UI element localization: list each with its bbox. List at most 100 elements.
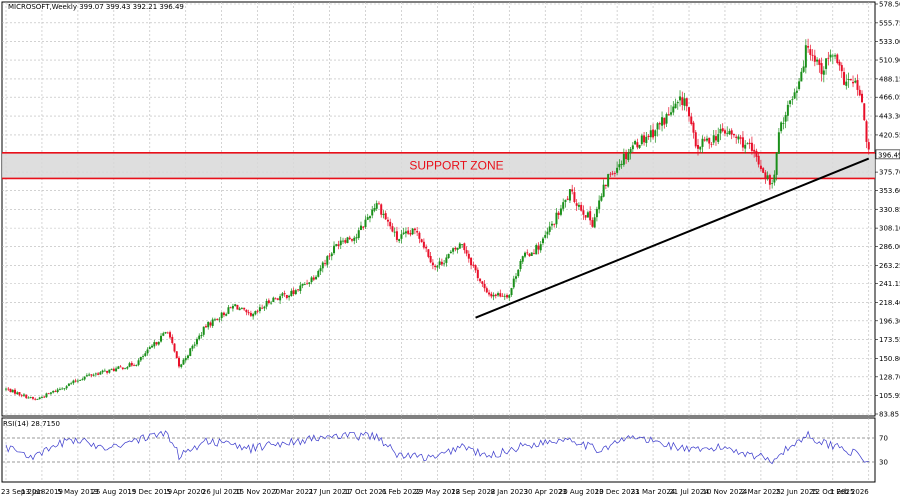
candle-body [524, 252, 526, 257]
candle-body [180, 364, 183, 367]
candle-body [825, 58, 828, 69]
candle-body [276, 298, 279, 300]
candle [476, 267, 479, 282]
candle [108, 369, 111, 374]
candle [697, 138, 699, 156]
rsi-label: RSI(14) 28.7150 [3, 420, 60, 428]
candle [436, 264, 439, 272]
candle-body [652, 129, 655, 138]
candle [157, 341, 160, 346]
candle-body [344, 240, 347, 243]
candle [164, 331, 167, 334]
candle-body [807, 46, 810, 48]
candle [629, 146, 632, 160]
candle [126, 365, 129, 370]
candle-body [189, 348, 192, 356]
candle-body [546, 231, 549, 235]
candle [663, 117, 666, 129]
candle [45, 392, 48, 398]
candle-body [429, 255, 432, 263]
candle-body [697, 144, 699, 149]
rsi-panel-frame [1, 417, 876, 483]
candle [652, 123, 655, 140]
candle [730, 128, 733, 140]
candle-body [274, 298, 277, 300]
candle [609, 171, 612, 178]
candle-body [492, 295, 495, 297]
rsi-level-label: 30 [879, 459, 888, 467]
candle-body [739, 137, 742, 139]
candle [649, 125, 652, 143]
candle-body [528, 253, 531, 257]
candle-body [467, 253, 470, 259]
candle-body [382, 213, 385, 215]
candle-body [56, 389, 59, 392]
candle-body [506, 295, 509, 298]
candle-body [169, 332, 172, 338]
candle-body [133, 365, 136, 367]
candle-body [121, 367, 124, 369]
candle-body [420, 239, 423, 243]
candle [661, 111, 664, 132]
candle [216, 318, 219, 321]
candle [112, 367, 115, 372]
candle-body [490, 293, 493, 297]
candle-body [584, 215, 587, 218]
candle [101, 369, 104, 375]
candle-body [789, 100, 792, 104]
candle-body [339, 240, 342, 246]
candle-body [52, 390, 55, 393]
candle [434, 264, 437, 271]
candle [90, 374, 93, 378]
candle [389, 218, 392, 230]
candle-body [483, 283, 486, 289]
candle-body [103, 370, 106, 372]
candle [144, 351, 147, 357]
candle-body [692, 122, 695, 133]
candle-body [647, 135, 650, 137]
trendline[interactable] [475, 157, 870, 319]
candle-body [847, 79, 850, 81]
candle [701, 135, 704, 154]
candle [789, 100, 792, 108]
candle [602, 179, 605, 198]
price-tick-label: 263.25 [879, 262, 900, 270]
candle [72, 379, 75, 385]
candle-body [319, 268, 322, 272]
candle [465, 246, 468, 257]
candle [546, 227, 549, 239]
candle [620, 160, 623, 169]
candle [854, 77, 857, 84]
candle-body [676, 102, 679, 104]
price-tick-label: 510.90 [879, 57, 900, 65]
candle-body [820, 63, 823, 75]
price-tick-label: 286.00 [879, 243, 900, 251]
candle [804, 39, 807, 74]
price-tick-label: 488.15 [879, 75, 900, 83]
candle [422, 238, 425, 250]
candle-body [92, 374, 95, 376]
candle-body [854, 80, 857, 83]
candle-body [252, 313, 255, 317]
candle-body [836, 54, 839, 63]
candle [690, 112, 693, 126]
candle-body [611, 173, 614, 175]
time-tick-label: 23 Sep 2018 [1, 488, 45, 496]
candle [119, 364, 122, 368]
candle-body [443, 263, 446, 265]
candle-body [735, 136, 738, 138]
candle-body [436, 265, 439, 268]
candle-body [193, 344, 196, 346]
candle [54, 389, 57, 393]
candle-body [721, 128, 724, 132]
candle [292, 287, 295, 297]
candle-body [324, 263, 327, 265]
candle [685, 97, 688, 112]
candle [438, 257, 441, 269]
candle [447, 253, 450, 259]
candle-body [31, 397, 34, 399]
candle [512, 275, 515, 290]
candle [467, 250, 470, 263]
candle [346, 236, 349, 244]
